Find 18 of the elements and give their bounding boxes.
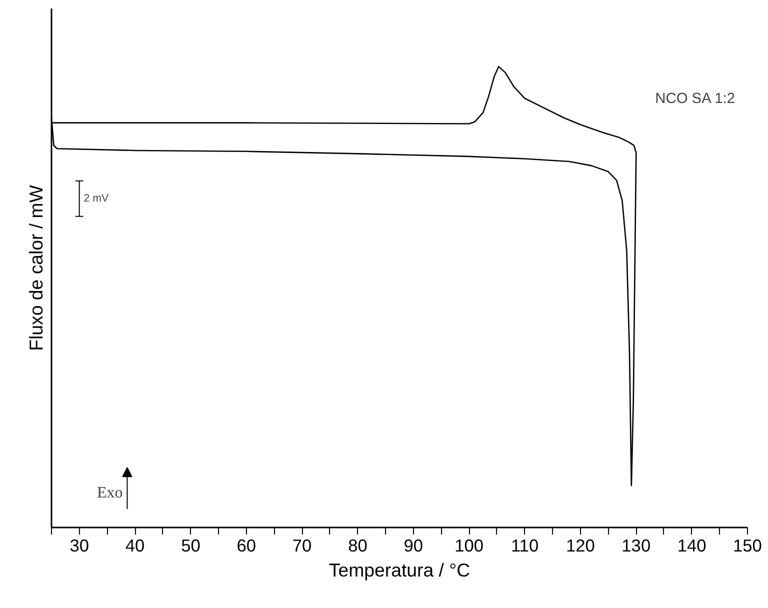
x-tick-label: 80 <box>348 536 368 556</box>
x-tick-label: 50 <box>181 536 200 556</box>
x-tick-label: 40 <box>125 536 145 556</box>
annotation: Exo <box>96 484 123 502</box>
x-tick-label: 110 <box>510 536 539 556</box>
x-tick-label: 30 <box>70 536 89 556</box>
annotation: NCO SA 1:2 <box>655 90 736 107</box>
x-tick-label: 100 <box>454 536 484 556</box>
x-tick-label: 120 <box>566 536 595 556</box>
x-axis-title: Temperatura / °C <box>328 560 470 580</box>
annotation: 2 mV <box>84 192 110 204</box>
y-axis-title: Fluxo de calor / mW <box>26 184 46 351</box>
x-tick-label: 70 <box>292 536 312 556</box>
x-tick-label: 150 <box>733 536 762 556</box>
x-tick-label: 90 <box>404 536 424 556</box>
x-tick-label: 130 <box>622 536 651 556</box>
x-tick-label: 140 <box>677 536 706 556</box>
x-tick-label: 60 <box>236 536 256 556</box>
